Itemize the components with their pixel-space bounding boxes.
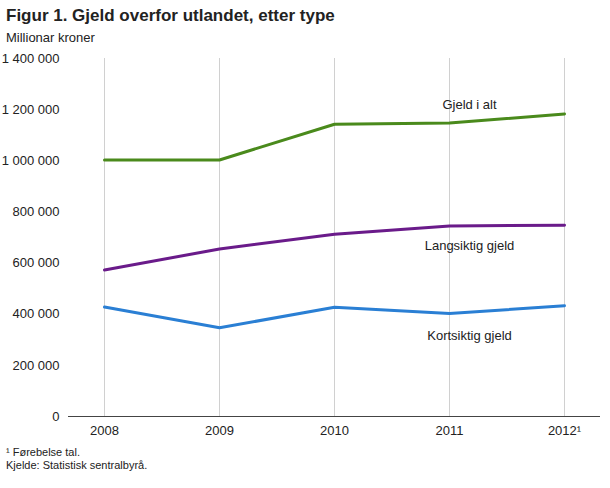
svg-text:0: 0 bbox=[52, 409, 59, 424]
svg-text:Langsiktig gjeld: Langsiktig gjeld bbox=[425, 238, 515, 253]
svg-text:2012¹: 2012¹ bbox=[548, 423, 582, 438]
svg-text:2009: 2009 bbox=[205, 423, 234, 438]
html-text:Figur 1. Gjeld overfor utlande: Figur 1. Gjeld overfor utlandet, etter t… bbox=[6, 6, 335, 25]
svg-text:600 000: 600 000 bbox=[13, 255, 60, 270]
svg-text:200 000: 200 000 bbox=[13, 358, 60, 373]
svg-text:2011: 2011 bbox=[436, 423, 464, 438]
svg-text:1 200 000: 1 200 000 bbox=[2, 102, 60, 117]
svg-text:400 000: 400 000 bbox=[13, 306, 60, 321]
html-text:¹ Førebelse tal.: ¹ Førebelse tal. bbox=[6, 446, 80, 458]
svg-text:800 000: 800 000 bbox=[13, 204, 60, 219]
svg-text:1 000 000: 1 000 000 bbox=[2, 153, 60, 168]
html-text:Kjelde: Statistisk sentralbyrå: Kjelde: Statistisk sentralbyrå. bbox=[6, 459, 148, 471]
html-text:Millionar kroner: Millionar kroner bbox=[6, 30, 95, 45]
svg-text:Kortsiktig gjeld: Kortsiktig gjeld bbox=[427, 328, 512, 343]
svg-text:1 400 000: 1 400 000 bbox=[2, 51, 60, 66]
svg-text:2010: 2010 bbox=[320, 423, 349, 438]
svg-text:Gjeld i alt: Gjeld i alt bbox=[442, 97, 497, 112]
svg-text:2008: 2008 bbox=[90, 423, 119, 438]
